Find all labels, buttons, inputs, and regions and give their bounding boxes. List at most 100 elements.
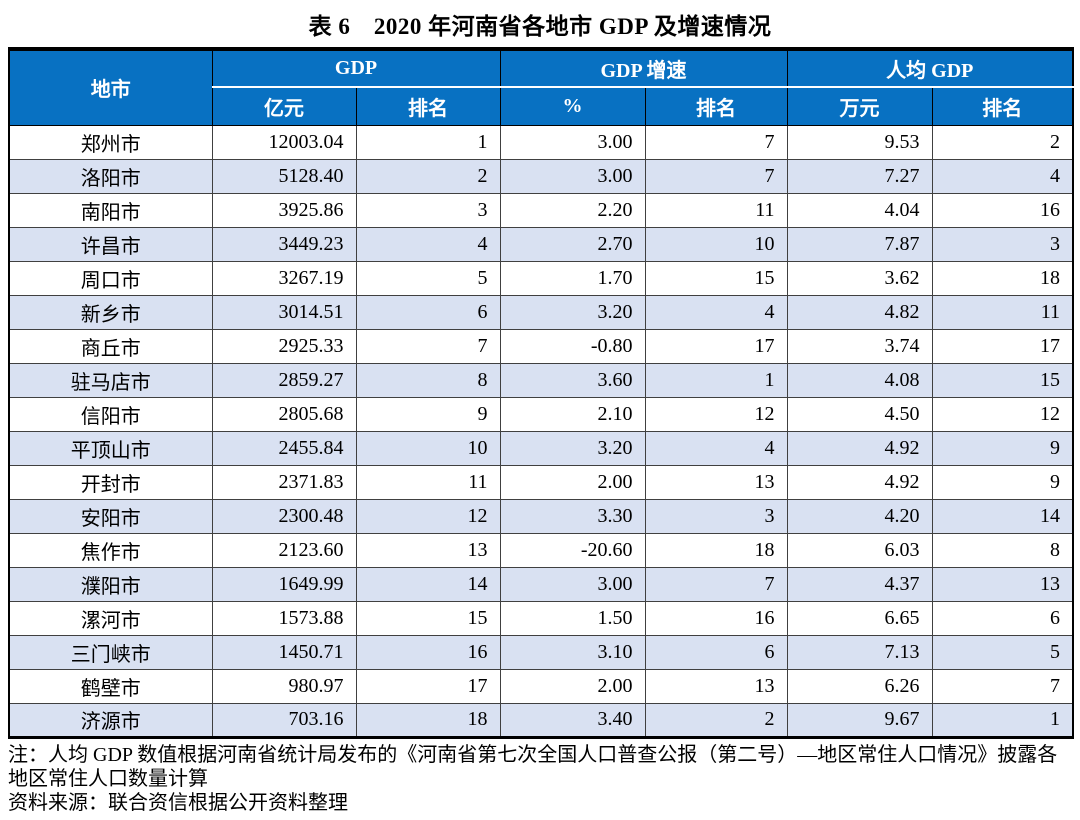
cell-growth-value: 2.00 <box>499 464 646 500</box>
cell-percapita-value: 4.08 <box>786 362 933 398</box>
cell-percapita-value: 6.26 <box>786 668 933 704</box>
cell-growth-value: 3.00 <box>499 124 646 160</box>
cell-city: 许昌市 <box>8 226 213 262</box>
table-row: 鹤壁市 980.97 17 2.00 13 6.26 7 <box>8 668 1074 704</box>
cell-growth-value: 2.00 <box>499 668 646 704</box>
cell-growth-value: 2.20 <box>499 192 646 228</box>
cell-gdp-rank: 17 <box>355 668 501 704</box>
cell-gdp-value: 2925.33 <box>211 328 357 364</box>
cell-growth-value: 3.00 <box>499 158 646 194</box>
cell-growth-rank: 12 <box>644 396 788 432</box>
table-row: 新乡市 3014.51 6 3.20 4 4.82 11 <box>8 294 1074 330</box>
cell-percapita-rank: 1 <box>931 702 1074 738</box>
table-row: 平顶山市 2455.84 10 3.20 4 4.92 9 <box>8 430 1074 466</box>
cell-percapita-value: 4.50 <box>786 396 933 432</box>
cell-city: 南阳市 <box>8 192 213 228</box>
cell-percapita-rank: 11 <box>931 294 1074 330</box>
header-city: 地市 <box>8 48 213 126</box>
cell-growth-rank: 16 <box>644 600 788 636</box>
header-percapita-group: 人均 GDP <box>786 48 1074 88</box>
table-row: 南阳市 3925.86 3 2.20 11 4.04 16 <box>8 192 1074 228</box>
cell-growth-value: 3.30 <box>499 498 646 534</box>
cell-city: 新乡市 <box>8 294 213 330</box>
cell-city: 周口市 <box>8 260 213 296</box>
cell-growth-rank: 7 <box>644 158 788 194</box>
cell-percapita-value: 6.65 <box>786 600 933 636</box>
cell-percapita-value: 4.92 <box>786 464 933 500</box>
subheader-growth-unit: % <box>499 86 646 126</box>
cell-gdp-rank: 7 <box>355 328 501 364</box>
cell-gdp-rank: 12 <box>355 498 501 534</box>
cell-gdp-rank: 8 <box>355 362 501 398</box>
cell-growth-rank: 4 <box>644 294 788 330</box>
cell-growth-rank: 10 <box>644 226 788 262</box>
subheader-percapita-unit: 万元 <box>786 86 933 126</box>
cell-percapita-rank: 9 <box>931 464 1074 500</box>
cell-gdp-value: 1649.99 <box>211 566 357 602</box>
cell-gdp-rank: 1 <box>355 124 501 160</box>
cell-growth-rank: 13 <box>644 668 788 704</box>
cell-gdp-rank: 5 <box>355 260 501 296</box>
cell-percapita-value: 9.67 <box>786 702 933 738</box>
cell-percapita-value: 4.37 <box>786 566 933 602</box>
cell-gdp-value: 2123.60 <box>211 532 357 568</box>
cell-gdp-rank: 2 <box>355 158 501 194</box>
subheader-gdp-rank: 排名 <box>355 86 501 126</box>
table-row: 开封市 2371.83 11 2.00 13 4.92 9 <box>8 464 1074 500</box>
cell-percapita-rank: 7 <box>931 668 1074 704</box>
cell-gdp-rank: 13 <box>355 532 501 568</box>
cell-gdp-rank: 3 <box>355 192 501 228</box>
cell-city: 开封市 <box>8 464 213 500</box>
cell-gdp-value: 980.97 <box>211 668 357 704</box>
cell-gdp-rank: 15 <box>355 600 501 636</box>
table-title: 表 6 2020 年河南省各地市 GDP 及增速情况 <box>308 14 772 39</box>
cell-growth-value: -0.80 <box>499 328 646 364</box>
cell-percapita-rank: 6 <box>931 600 1074 636</box>
cell-growth-value: 3.10 <box>499 634 646 670</box>
cell-percapita-rank: 13 <box>931 566 1074 602</box>
cell-gdp-rank: 9 <box>355 396 501 432</box>
cell-city: 焦作市 <box>8 532 213 568</box>
subheader-percapita-rank: 排名 <box>931 86 1074 126</box>
cell-gdp-value: 3267.19 <box>211 260 357 296</box>
cell-gdp-rank: 4 <box>355 226 501 262</box>
cell-percapita-value: 9.53 <box>786 124 933 160</box>
cell-growth-rank: 17 <box>644 328 788 364</box>
cell-gdp-rank: 18 <box>355 702 501 738</box>
cell-city: 漯河市 <box>8 600 213 636</box>
cell-growth-rank: 11 <box>644 192 788 228</box>
cell-city: 郑州市 <box>8 124 213 160</box>
cell-percapita-rank: 12 <box>931 396 1074 432</box>
cell-gdp-rank: 16 <box>355 634 501 670</box>
cell-growth-rank: 18 <box>644 532 788 568</box>
cell-city: 济源市 <box>8 702 213 738</box>
cell-percapita-rank: 14 <box>931 498 1074 534</box>
cell-gdp-value: 2371.83 <box>211 464 357 500</box>
cell-gdp-rank: 6 <box>355 294 501 330</box>
cell-percapita-rank: 8 <box>931 532 1074 568</box>
cell-gdp-rank: 11 <box>355 464 501 500</box>
table-body: 郑州市 12003.04 1 3.00 7 9.53 2 洛阳市 5128.40… <box>8 124 1074 738</box>
cell-gdp-rank: 14 <box>355 566 501 602</box>
cell-percapita-value: 7.13 <box>786 634 933 670</box>
cell-gdp-value: 3925.86 <box>211 192 357 228</box>
cell-percapita-value: 4.04 <box>786 192 933 228</box>
cell-percapita-rank: 2 <box>931 124 1074 160</box>
table-footnotes: 注：人均 GDP 数值根据河南省统计局发布的《河南省第七次全国人口普查公报（第二… <box>8 743 1072 815</box>
cell-gdp-value: 3449.23 <box>211 226 357 262</box>
table-note: 注：人均 GDP 数值根据河南省统计局发布的《河南省第七次全国人口普查公报（第二… <box>8 743 1058 790</box>
table-row: 洛阳市 5128.40 2 3.00 7 7.27 4 <box>8 158 1074 194</box>
cell-city: 安阳市 <box>8 498 213 534</box>
cell-growth-rank: 6 <box>644 634 788 670</box>
cell-growth-rank: 1 <box>644 362 788 398</box>
cell-percapita-value: 3.62 <box>786 260 933 296</box>
cell-city: 洛阳市 <box>8 158 213 194</box>
table-row: 驻马店市 2859.27 8 3.60 1 4.08 15 <box>8 362 1074 398</box>
cell-gdp-value: 1573.88 <box>211 600 357 636</box>
cell-percapita-rank: 3 <box>931 226 1074 262</box>
cell-percapita-value: 4.20 <box>786 498 933 534</box>
cell-percapita-value: 4.82 <box>786 294 933 330</box>
cell-city: 三门峡市 <box>8 634 213 670</box>
cell-growth-value: 2.10 <box>499 396 646 432</box>
